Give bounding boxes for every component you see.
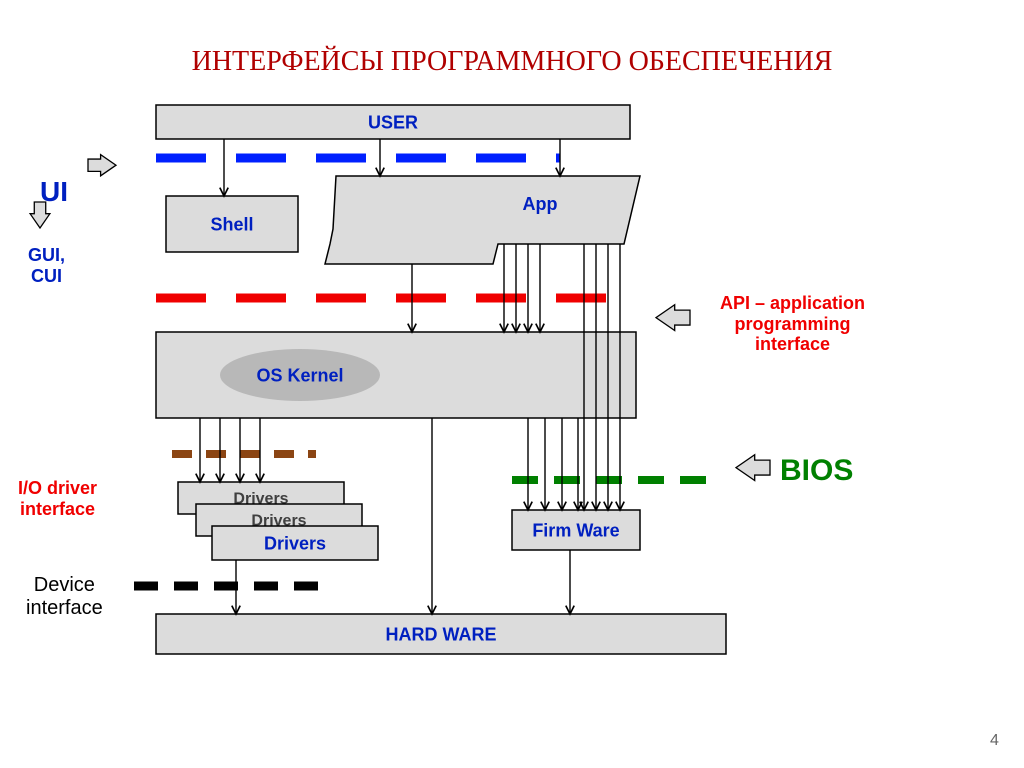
os_kernel-ellipse	[220, 349, 380, 401]
api-label: API – application programming interface	[720, 293, 865, 355]
app-label: App	[523, 194, 558, 214]
slide-number: 4	[990, 732, 999, 750]
app-box	[325, 176, 640, 264]
os_kernel-label: OS Kernel	[256, 365, 343, 385]
os_kernel-box	[156, 332, 636, 418]
drivers3-label: Drivers	[264, 533, 326, 553]
api_left-block-arrow	[656, 305, 690, 331]
firmware-box	[512, 510, 640, 550]
shell-label: Shell	[210, 214, 253, 234]
gui_cui-label: GUI, CUI	[28, 245, 65, 286]
hardware-label: HARD WARE	[386, 624, 497, 644]
hardware-box	[156, 614, 726, 654]
user-box	[156, 105, 630, 139]
drivers2-box	[196, 504, 362, 536]
bios-label: BIOS	[780, 454, 853, 489]
drivers1-label: Drivers	[233, 491, 288, 508]
bios_left-block-arrow	[736, 455, 770, 481]
diagram-canvas: USER Shell App OS Kernel Drivers Drivers Drive…	[0, 0, 1024, 768]
drivers1-box	[178, 482, 344, 514]
page-title: ИНТЕРФЕЙСЫ ПРОГРАММНОГО ОБЕСПЕЧЕНИЯ	[0, 46, 1024, 78]
device-label: Device interface	[26, 574, 103, 620]
shell-box	[166, 196, 298, 252]
drivers2-label: Drivers	[251, 513, 306, 530]
ui-label: UI	[40, 176, 68, 208]
ui_right-block-arrow	[88, 155, 116, 176]
drivers3-box	[212, 526, 378, 560]
io_driver-label: I/O driver interface	[18, 478, 97, 519]
firmware-label: Firm Ware	[532, 520, 619, 540]
user-label: USER	[368, 112, 418, 132]
